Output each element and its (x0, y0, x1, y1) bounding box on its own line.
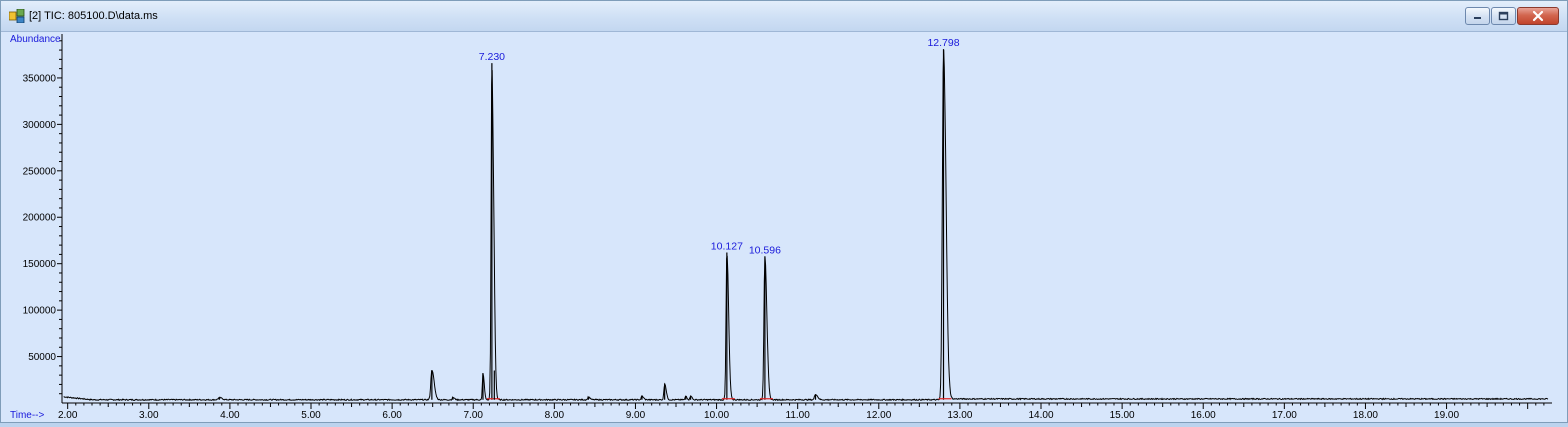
x-tick-label: 16.00 (1191, 410, 1216, 421)
x-tick-label: 17.00 (1272, 410, 1297, 421)
chromatogram-chart: 50000 100000 150000 200000 250000 300000 35000… (10, 34, 1552, 421)
y-axis-label: Abundance (10, 34, 61, 45)
x-tick-label: 6.00 (382, 410, 402, 421)
x-tick-label: 3.00 (139, 410, 159, 421)
window-title: [2] TIC: 805100.D\data.ms (29, 10, 158, 22)
x-axis-label: Time--> (10, 410, 45, 421)
x-tick-label: 8.00 (545, 410, 565, 421)
maximize-button[interactable] (1491, 7, 1516, 25)
x-tick-label: 11.00 (786, 410, 811, 421)
y-tick-label: 100000 (23, 306, 57, 317)
y-tick-label: 50000 (28, 352, 56, 363)
maximize-icon (1498, 11, 1509, 21)
x-tick-label: 10.00 (704, 410, 729, 421)
window-controls (1464, 7, 1559, 26)
x-tick-label: 14.00 (1028, 410, 1053, 421)
close-icon (1532, 10, 1544, 22)
chromatogram-app-icon (9, 9, 25, 23)
x-axis-ticks: 2.00 3.00 4.00 5.00 6.00 7.00 8.00 9.00 10.00 11.… (58, 403, 1545, 421)
y-tick-label: 250000 (23, 166, 57, 177)
x-tick-label: 5.00 (301, 410, 321, 421)
x-tick-label: 13.00 (947, 410, 972, 421)
y-tick-label: 150000 (23, 259, 57, 270)
y-tick-label: 350000 (23, 73, 57, 84)
tic-trace (63, 49, 1549, 402)
peak-marks (218, 49, 952, 400)
minimize-button[interactable] (1465, 7, 1490, 25)
x-tick-label: 4.00 (220, 410, 240, 421)
peak-label[interactable]: 7.230 (479, 51, 505, 63)
y-tick-label: 200000 (23, 213, 57, 224)
x-tick-label: 7.00 (463, 410, 483, 421)
y-tick-label: 300000 (23, 120, 57, 131)
y-axis-ticks: 50000 100000 150000 200000 250000 300000 35000… (23, 40, 62, 395)
peak-label[interactable]: 10.596 (749, 244, 781, 256)
x-tick-label: 2.00 (58, 410, 78, 421)
close-button[interactable] (1517, 7, 1559, 25)
x-tick-label: 18.00 (1353, 410, 1378, 421)
x-tick-label: 15.00 (1110, 410, 1135, 421)
x-tick-label: 9.00 (626, 410, 646, 421)
peak-label[interactable]: 12.798 (927, 37, 959, 49)
peak-label[interactable]: 10.127 (711, 241, 743, 253)
title-bar[interactable]: [2] TIC: 805100.D\data.ms (1, 1, 1567, 32)
x-tick-label: 12.00 (866, 410, 891, 421)
plot-area[interactable]: 50000 100000 150000 200000 250000 300000 35000… (1, 32, 1567, 422)
peak-labels: 7.230 10.127 10.596 12.798 (479, 37, 960, 256)
minimize-icon (1474, 17, 1481, 19)
x-tick-label: 19.00 (1434, 410, 1459, 421)
